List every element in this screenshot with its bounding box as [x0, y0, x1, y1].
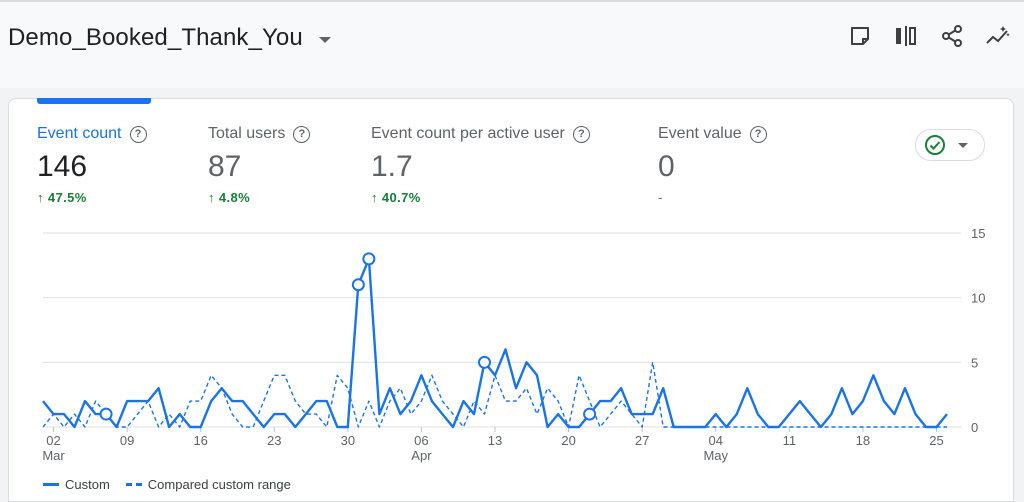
- metric-value: 87: [208, 150, 242, 183]
- annotation-marker: [351, 278, 365, 292]
- y-tick-label: 5: [971, 355, 978, 370]
- metric-event-count-per-user[interactable]: Event count per active user? 1.7 ↑ 40.7%: [371, 125, 590, 205]
- metric-change: 47.5%: [47, 190, 87, 205]
- solid-line-swatch: [43, 483, 59, 486]
- x-tick-label: 04: [709, 433, 723, 448]
- report-header: Demo_Booked_Thank_You: [0, 0, 1024, 88]
- metric-label: Event count: [37, 125, 122, 142]
- annotation-marker: [99, 407, 113, 421]
- x-tick-month-label: Apr: [411, 448, 432, 463]
- x-tick-label: 02: [46, 433, 60, 448]
- metric-change: 40.7%: [381, 190, 421, 205]
- arrow-up-icon: ↑: [371, 190, 378, 205]
- insights-icon[interactable]: [982, 22, 1014, 50]
- x-tick-month-label: May: [703, 448, 728, 463]
- dashed-line-swatch: [125, 483, 142, 486]
- series-line-custom: [42, 257, 948, 429]
- metric-event-count[interactable]: Event count? 146 ↑ 47.5%: [37, 125, 147, 205]
- active-tab-indicator: [37, 98, 151, 104]
- help-icon[interactable]: ?: [749, 125, 767, 143]
- x-tick-label: 23: [267, 433, 281, 448]
- annotation-marker: [362, 252, 376, 266]
- toolbar: [844, 22, 1014, 50]
- x-tick-label: 27: [635, 433, 649, 448]
- caret-down-icon[interactable]: [318, 37, 331, 43]
- legend-item-compared[interactable]: Compared custom range: [125, 477, 291, 492]
- annotation-marker: [477, 355, 491, 369]
- metric-label: Event count per active user: [371, 125, 565, 142]
- check-circle-icon: [925, 135, 945, 155]
- x-tick-label: 20: [561, 433, 575, 448]
- y-tick-label: 15: [971, 226, 985, 241]
- metric-value: 146: [37, 150, 88, 183]
- x-tick-label: 18: [856, 433, 870, 448]
- metric-label: Total users: [208, 125, 286, 142]
- metric-label: Event value: [658, 125, 742, 142]
- x-tick-label: 11: [783, 433, 797, 448]
- y-tick-label: 0: [971, 420, 978, 435]
- help-icon[interactable]: ?: [293, 125, 311, 143]
- header-divider: [0, 0, 1024, 2]
- x-tick-label: 25: [929, 433, 943, 448]
- metric-event-value[interactable]: Event value? 0 -: [658, 125, 767, 205]
- x-tick-label: 30: [341, 433, 355, 448]
- metric-change: -: [658, 190, 663, 205]
- x-tick-label: 06: [414, 433, 428, 448]
- overview-card: Event count? 146 ↑ 47.5% Total users? 87 …: [8, 98, 1014, 502]
- share-icon[interactable]: [936, 22, 968, 50]
- legend-label: Compared custom range: [147, 477, 291, 492]
- metric-change: 4.8%: [218, 190, 251, 205]
- caret-down-icon: [958, 142, 968, 148]
- data-quality-dropdown[interactable]: [915, 129, 985, 161]
- chart-legend: Custom Compared custom range: [43, 477, 307, 492]
- legend-item-custom[interactable]: Custom: [43, 477, 110, 492]
- annotation-marker: [583, 407, 597, 421]
- event-selector[interactable]: Demo_Booked_Thank_You: [8, 24, 331, 52]
- x-tick-label: 09: [120, 433, 134, 448]
- compare-icon[interactable]: [890, 22, 922, 50]
- help-icon[interactable]: ?: [572, 125, 590, 143]
- metric-value: 0: [658, 150, 675, 183]
- help-icon[interactable]: ?: [129, 125, 147, 143]
- page-title: Demo_Booked_Thank_You: [8, 24, 303, 51]
- metric-total-users[interactable]: Total users? 87 ↑ 4.8%: [208, 125, 311, 205]
- y-tick-label: 10: [971, 291, 985, 306]
- x-tick-month-label: Mar: [42, 448, 65, 463]
- x-tick-label: 16: [193, 433, 207, 448]
- legend-label: Custom: [65, 477, 110, 492]
- arrow-up-icon: ↑: [208, 190, 215, 205]
- arrow-up-icon: ↑: [37, 190, 44, 205]
- metric-value: 1.7: [371, 150, 413, 183]
- x-tick-label: 13: [488, 433, 502, 448]
- note-icon[interactable]: [844, 22, 876, 50]
